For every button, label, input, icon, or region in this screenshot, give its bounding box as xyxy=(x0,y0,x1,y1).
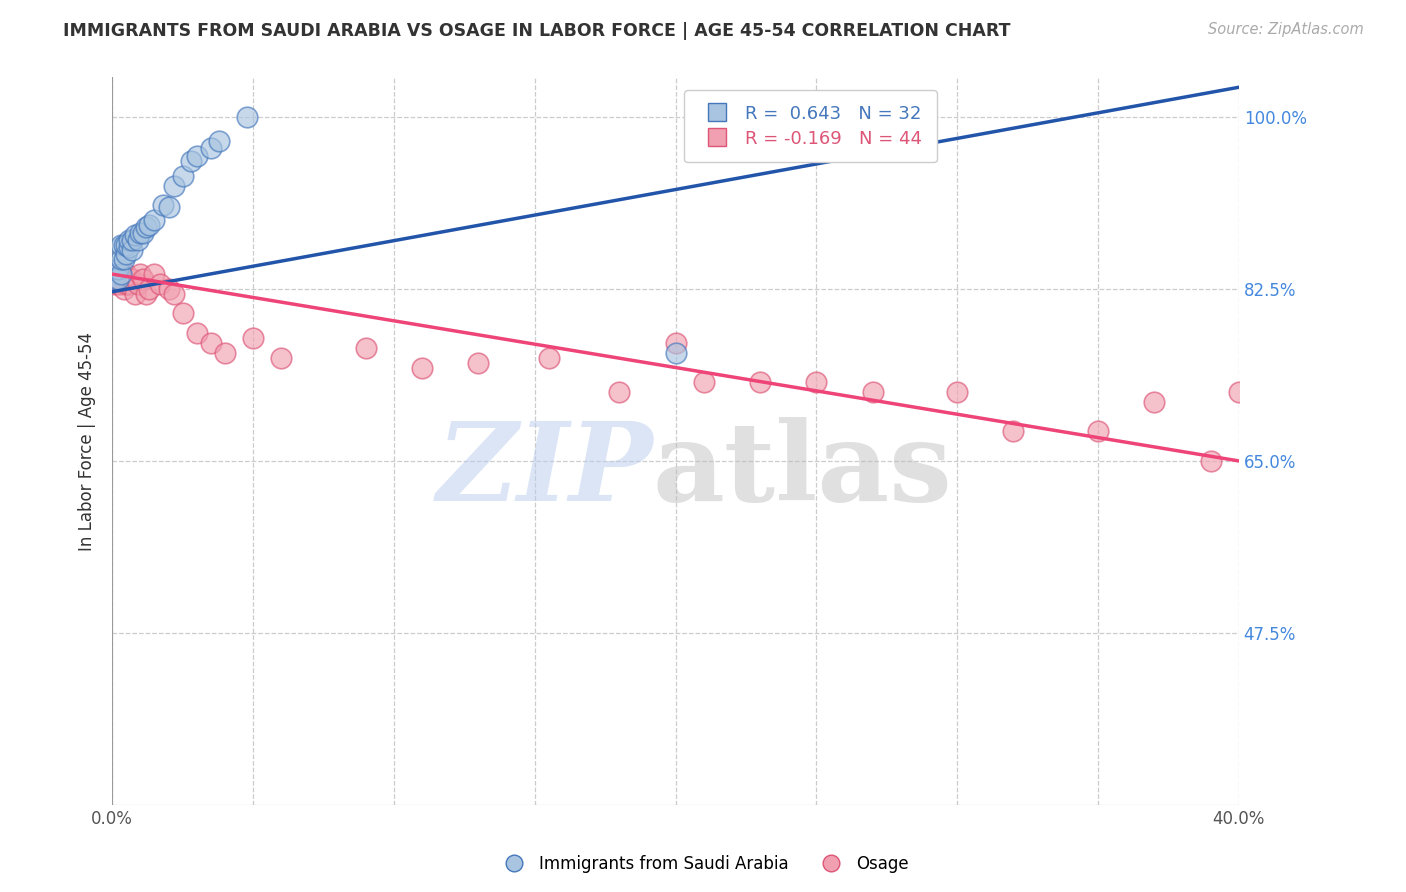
Osage xyxy=(354,341,377,355)
Osage xyxy=(121,272,143,286)
Immigrants from Saudi Arabia xyxy=(121,233,143,247)
Immigrants from Saudi Arabia xyxy=(664,345,686,359)
Osage xyxy=(107,277,129,291)
Immigrants from Saudi Arabia xyxy=(115,237,138,252)
Immigrants from Saudi Arabia xyxy=(107,272,129,286)
Immigrants from Saudi Arabia xyxy=(138,218,160,232)
Immigrants from Saudi Arabia xyxy=(132,226,155,240)
Osage xyxy=(186,326,208,340)
Immigrants from Saudi Arabia xyxy=(104,267,127,281)
Osage xyxy=(104,277,127,291)
Immigrants from Saudi Arabia xyxy=(104,272,127,286)
Osage xyxy=(806,376,828,390)
Osage xyxy=(115,267,138,281)
Osage xyxy=(110,272,132,286)
Immigrants from Saudi Arabia xyxy=(115,247,138,261)
Osage xyxy=(112,282,135,296)
Osage xyxy=(124,286,146,301)
Immigrants from Saudi Arabia xyxy=(107,262,129,277)
Legend: R =  0.643   N = 32, R = -0.169   N = 44: R = 0.643 N = 32, R = -0.169 N = 44 xyxy=(683,90,936,162)
Immigrants from Saudi Arabia xyxy=(157,200,180,214)
Osage xyxy=(946,385,969,400)
Osage xyxy=(537,351,560,365)
Immigrants from Saudi Arabia xyxy=(121,243,143,257)
Immigrants from Saudi Arabia xyxy=(118,239,141,253)
Immigrants from Saudi Arabia xyxy=(110,252,132,267)
Osage xyxy=(138,282,160,296)
Text: ZIP: ZIP xyxy=(436,417,652,524)
Immigrants from Saudi Arabia xyxy=(124,227,146,242)
Osage xyxy=(1143,395,1166,409)
Osage xyxy=(1087,425,1109,439)
Osage xyxy=(172,306,194,320)
Osage xyxy=(862,385,884,400)
Osage xyxy=(143,267,166,281)
Osage xyxy=(118,277,141,291)
Osage xyxy=(127,277,149,291)
Text: IMMIGRANTS FROM SAUDI ARABIA VS OSAGE IN LABOR FORCE | AGE 45-54 CORRELATION CHA: IMMIGRANTS FROM SAUDI ARABIA VS OSAGE IN… xyxy=(63,22,1011,40)
Osage xyxy=(1002,425,1025,439)
Osage xyxy=(467,355,489,369)
Immigrants from Saudi Arabia xyxy=(110,237,132,252)
Text: atlas: atlas xyxy=(652,417,953,524)
Immigrants from Saudi Arabia xyxy=(172,169,194,183)
Osage xyxy=(664,335,686,350)
Immigrants from Saudi Arabia xyxy=(163,178,186,193)
Immigrants from Saudi Arabia xyxy=(110,267,132,281)
Osage xyxy=(607,385,630,400)
Osage xyxy=(135,286,157,301)
Immigrants from Saudi Arabia xyxy=(143,213,166,227)
Osage xyxy=(1227,385,1250,400)
Osage xyxy=(112,272,135,286)
Osage xyxy=(110,277,132,291)
Immigrants from Saudi Arabia xyxy=(208,134,231,148)
Osage xyxy=(270,351,292,365)
Osage xyxy=(214,345,236,359)
Immigrants from Saudi Arabia xyxy=(129,226,152,240)
Osage xyxy=(749,376,772,390)
Osage xyxy=(163,286,186,301)
Legend: Immigrants from Saudi Arabia, Osage: Immigrants from Saudi Arabia, Osage xyxy=(491,848,915,880)
Immigrants from Saudi Arabia xyxy=(152,198,174,212)
Text: Source: ZipAtlas.com: Source: ZipAtlas.com xyxy=(1208,22,1364,37)
Y-axis label: In Labor Force | Age 45-54: In Labor Force | Age 45-54 xyxy=(79,332,96,550)
Osage xyxy=(115,277,138,291)
Immigrants from Saudi Arabia xyxy=(112,252,135,267)
Osage xyxy=(107,267,129,281)
Osage xyxy=(242,331,264,345)
Osage xyxy=(1199,454,1222,468)
Immigrants from Saudi Arabia xyxy=(200,141,222,155)
Immigrants from Saudi Arabia xyxy=(112,237,135,252)
Osage xyxy=(692,376,714,390)
Immigrants from Saudi Arabia xyxy=(135,219,157,234)
Osage xyxy=(129,267,152,281)
Immigrants from Saudi Arabia xyxy=(180,154,202,169)
Osage xyxy=(157,282,180,296)
Immigrants from Saudi Arabia xyxy=(186,149,208,163)
Osage xyxy=(149,277,172,291)
Osage xyxy=(132,272,155,286)
Osage xyxy=(411,360,433,375)
Osage xyxy=(104,267,127,281)
Immigrants from Saudi Arabia xyxy=(118,233,141,247)
Osage xyxy=(200,335,222,350)
Immigrants from Saudi Arabia xyxy=(236,110,259,124)
Immigrants from Saudi Arabia xyxy=(127,233,149,247)
